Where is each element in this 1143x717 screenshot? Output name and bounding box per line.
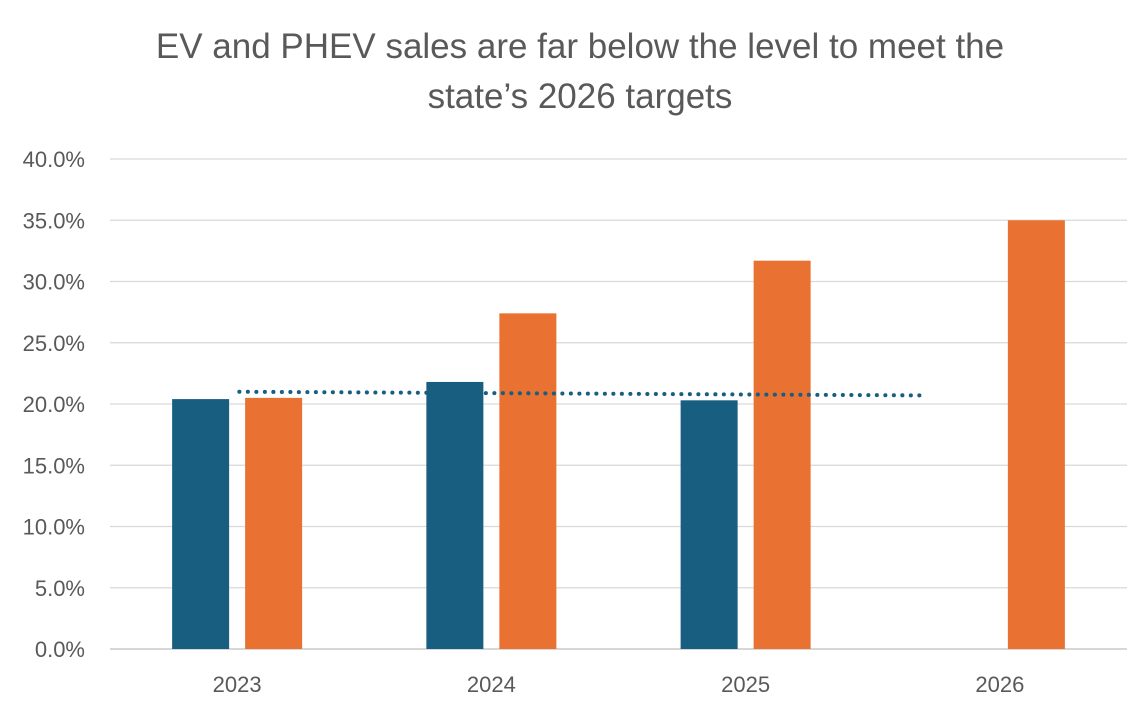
chart-title: EV and PHEV sales are far below the leve… <box>0 22 1143 122</box>
trendline <box>237 389 926 398</box>
bar-target-2026 <box>1007 220 1065 649</box>
bar-actual-2023 <box>172 399 230 649</box>
y-axis-tick-labels: 0.0% 5.0% 10.0% 15.0% 20.0% 25.0% 30.0% 35.0% 40… <box>23 147 85 662</box>
y-tick-label: 0.0% <box>35 637 85 662</box>
bars <box>172 220 1065 649</box>
y-tick-label: 20.0% <box>23 392 85 417</box>
x-tick-label-2025: 2025 <box>721 672 770 697</box>
bar-target-2024 <box>499 313 557 649</box>
y-tick-label: 40.0% <box>23 147 85 172</box>
bar-actual-2024 <box>426 381 484 649</box>
y-tick-label: 25.0% <box>23 331 85 356</box>
y-tick-label: 30.0% <box>23 270 85 295</box>
y-tick-label: 5.0% <box>35 576 85 601</box>
bar-target-2025 <box>753 260 811 649</box>
y-tick-label: 15.0% <box>23 453 85 478</box>
x-tick-label-2023: 2023 <box>213 672 262 697</box>
trendline-actual <box>237 389 926 398</box>
chart-title-line-2: state’s 2026 targets <box>427 77 733 116</box>
y-tick-label: 35.0% <box>23 208 85 233</box>
x-tick-label-2026: 2026 <box>975 672 1024 697</box>
x-axis-tick-labels: 2023 2024 2025 2026 <box>213 672 1025 697</box>
bar-actual-2025 <box>680 400 738 649</box>
x-tick-label-2024: 2024 <box>467 672 516 697</box>
y-tick-label: 10.0% <box>23 515 85 540</box>
chart-title-line-1: EV and PHEV sales are far below the leve… <box>155 27 1005 66</box>
bar-target-2023 <box>245 397 303 649</box>
